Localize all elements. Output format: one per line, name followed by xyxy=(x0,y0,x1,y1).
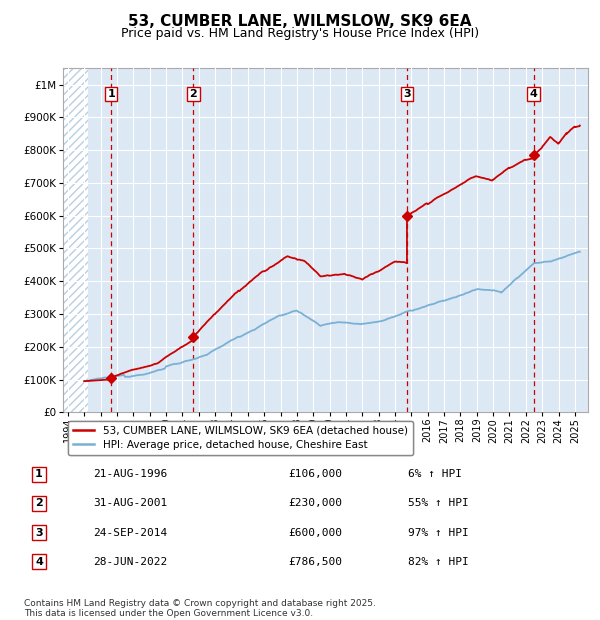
Text: £106,000: £106,000 xyxy=(288,469,342,479)
Text: 1: 1 xyxy=(35,469,43,479)
Text: 28-JUN-2022: 28-JUN-2022 xyxy=(93,557,167,567)
Text: 82% ↑ HPI: 82% ↑ HPI xyxy=(408,557,469,567)
Legend: 53, CUMBER LANE, WILMSLOW, SK9 6EA (detached house), HPI: Average price, detache: 53, CUMBER LANE, WILMSLOW, SK9 6EA (deta… xyxy=(68,420,413,455)
Text: 3: 3 xyxy=(35,528,43,538)
Text: 4: 4 xyxy=(530,89,538,99)
Text: 4: 4 xyxy=(35,557,43,567)
Text: £786,500: £786,500 xyxy=(288,557,342,567)
Text: 97% ↑ HPI: 97% ↑ HPI xyxy=(408,528,469,538)
Text: 21-AUG-1996: 21-AUG-1996 xyxy=(93,469,167,479)
Text: 2: 2 xyxy=(35,498,43,508)
Text: £230,000: £230,000 xyxy=(288,498,342,508)
Bar xyxy=(63,68,88,412)
Text: 2: 2 xyxy=(190,89,197,99)
Text: 6% ↑ HPI: 6% ↑ HPI xyxy=(408,469,462,479)
Text: £600,000: £600,000 xyxy=(288,528,342,538)
Text: 1: 1 xyxy=(107,89,115,99)
Text: Contains HM Land Registry data © Crown copyright and database right 2025.
This d: Contains HM Land Registry data © Crown c… xyxy=(24,599,376,618)
Text: 31-AUG-2001: 31-AUG-2001 xyxy=(93,498,167,508)
Text: 53, CUMBER LANE, WILMSLOW, SK9 6EA: 53, CUMBER LANE, WILMSLOW, SK9 6EA xyxy=(128,14,472,29)
Text: 3: 3 xyxy=(403,89,411,99)
Text: 55% ↑ HPI: 55% ↑ HPI xyxy=(408,498,469,508)
Text: 24-SEP-2014: 24-SEP-2014 xyxy=(93,528,167,538)
Text: Price paid vs. HM Land Registry's House Price Index (HPI): Price paid vs. HM Land Registry's House … xyxy=(121,27,479,40)
